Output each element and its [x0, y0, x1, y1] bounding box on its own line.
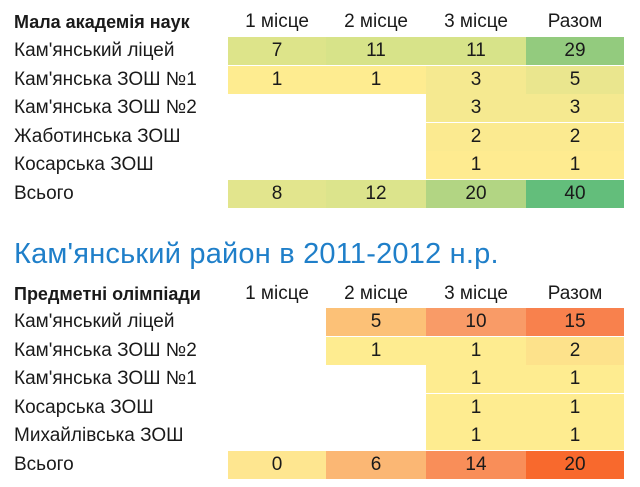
cell-2nd: 12 [326, 180, 426, 208]
table-row: Кам'янська ЗОШ №2 3 3 [0, 94, 640, 123]
table-row: Кам'янський ліцей 5 10 15 [0, 308, 640, 336]
school-name: Всього [14, 454, 74, 475]
cell-3rd: 3 [426, 65, 526, 94]
table-header: Мала академія наук 1 місце 2 місце 3 міс… [0, 8, 640, 36]
cell-2nd [326, 151, 426, 179]
cell-total: 1 [526, 422, 624, 451]
cell-total: 20 [526, 451, 624, 479]
cell-1st: 7 [228, 37, 326, 65]
cell-2nd: 6 [326, 451, 426, 479]
table-row: Михайлівська ЗОШ 1 1 [0, 422, 640, 451]
cell-1st [228, 422, 326, 450]
cell-3rd: 2 [426, 122, 526, 151]
school-name: Косарська ЗОШ [14, 154, 154, 176]
cell-3rd: 1 [426, 422, 526, 451]
table-row: Кам'янська ЗОШ №2 1 1 2 [0, 336, 640, 365]
header-col-1st: 1 місце [245, 11, 309, 32]
cell-1st: 1 [228, 65, 326, 94]
table-row: Косарська ЗОШ 1 1 [0, 151, 640, 180]
cell-3rd: 20 [426, 180, 526, 208]
cell-1st: 8 [228, 180, 326, 208]
header-col-3rd: 3 місце [444, 11, 508, 32]
cell-total: 29 [526, 37, 624, 65]
cell-1st [228, 308, 326, 336]
cell-3rd: 11 [426, 37, 526, 65]
table-row: Кам'янська ЗОШ №1 1 1 3 5 [0, 65, 640, 94]
cell-2nd [326, 394, 426, 422]
cell-total: 15 [526, 308, 624, 336]
school-name: Кам'янська ЗОШ №1 [14, 68, 197, 90]
cell-3rd: 1 [426, 393, 526, 422]
cell-1st [228, 365, 326, 393]
cell-3rd: 1 [426, 336, 526, 365]
header-col-1st: 1 місце [245, 283, 309, 304]
cell-1st [228, 123, 326, 151]
school-name: Всього [14, 183, 74, 204]
cell-1st [228, 94, 326, 122]
school-name: Кам'янська ЗОШ №1 [14, 368, 197, 390]
cell-2nd [326, 123, 426, 151]
header-title: Мала академія наук [14, 12, 190, 32]
cell-3rd: 3 [426, 94, 526, 123]
cell-2nd [326, 94, 426, 122]
cell-total: 1 [526, 393, 624, 422]
cell-2nd: 11 [326, 37, 426, 65]
school-name: Кам'янський ліцей [14, 40, 175, 61]
cell-3rd: 10 [426, 308, 526, 336]
table-row: Кам'янська ЗОШ №1 1 1 [0, 365, 640, 394]
total-row: Всього 0 6 14 20 [0, 451, 640, 479]
school-name: Жаботинська ЗОШ [14, 125, 181, 147]
cell-2nd: 1 [326, 336, 426, 365]
cell-3rd: 1 [426, 151, 526, 180]
cell-1st [228, 151, 326, 179]
header-col-total: Разом [547, 283, 603, 304]
table-row: Жаботинська ЗОШ 2 2 [0, 122, 640, 151]
school-name: Кам'янська ЗОШ №2 [14, 97, 197, 119]
cell-3rd: 1 [426, 365, 526, 394]
header-title: Предметні олімпіади [14, 284, 201, 304]
table-header: Предметні олімпіади 1 місце 2 місце 3 мі… [0, 280, 640, 308]
cell-total: 2 [526, 336, 624, 365]
school-name: Кам'янська ЗОШ №2 [14, 339, 197, 361]
cell-1st: 0 [228, 451, 326, 479]
header-col-2nd: 2 місце [344, 11, 408, 32]
cell-2nd [326, 365, 426, 393]
table-row: Кам'янський ліцей 7 11 11 29 [0, 37, 640, 65]
total-row: Всього 8 12 20 40 [0, 180, 640, 208]
header-col-total: Разом [547, 11, 603, 32]
school-name: Михайлівська ЗОШ [14, 425, 184, 447]
cell-1st [228, 394, 326, 422]
cell-total: 2 [526, 122, 624, 151]
cell-total: 3 [526, 94, 624, 123]
cell-2nd: 1 [326, 65, 426, 94]
cell-total: 1 [526, 365, 624, 394]
cell-1st [228, 337, 326, 365]
cell-total: 5 [526, 65, 624, 94]
header-col-2nd: 2 місце [344, 283, 408, 304]
cell-2nd [326, 422, 426, 450]
cell-2nd: 5 [326, 308, 426, 336]
cell-total: 40 [526, 180, 624, 208]
cell-3rd: 14 [426, 451, 526, 479]
table-row: Косарська ЗОШ 1 1 [0, 393, 640, 422]
header-col-3rd: 3 місце [444, 283, 508, 304]
school-name: Кам'янський ліцей [14, 311, 175, 332]
school-name: Косарська ЗОШ [14, 396, 154, 418]
page-title: Кам'янський район в 2011-2012 н.р. [14, 238, 499, 270]
cell-total: 1 [526, 151, 624, 180]
